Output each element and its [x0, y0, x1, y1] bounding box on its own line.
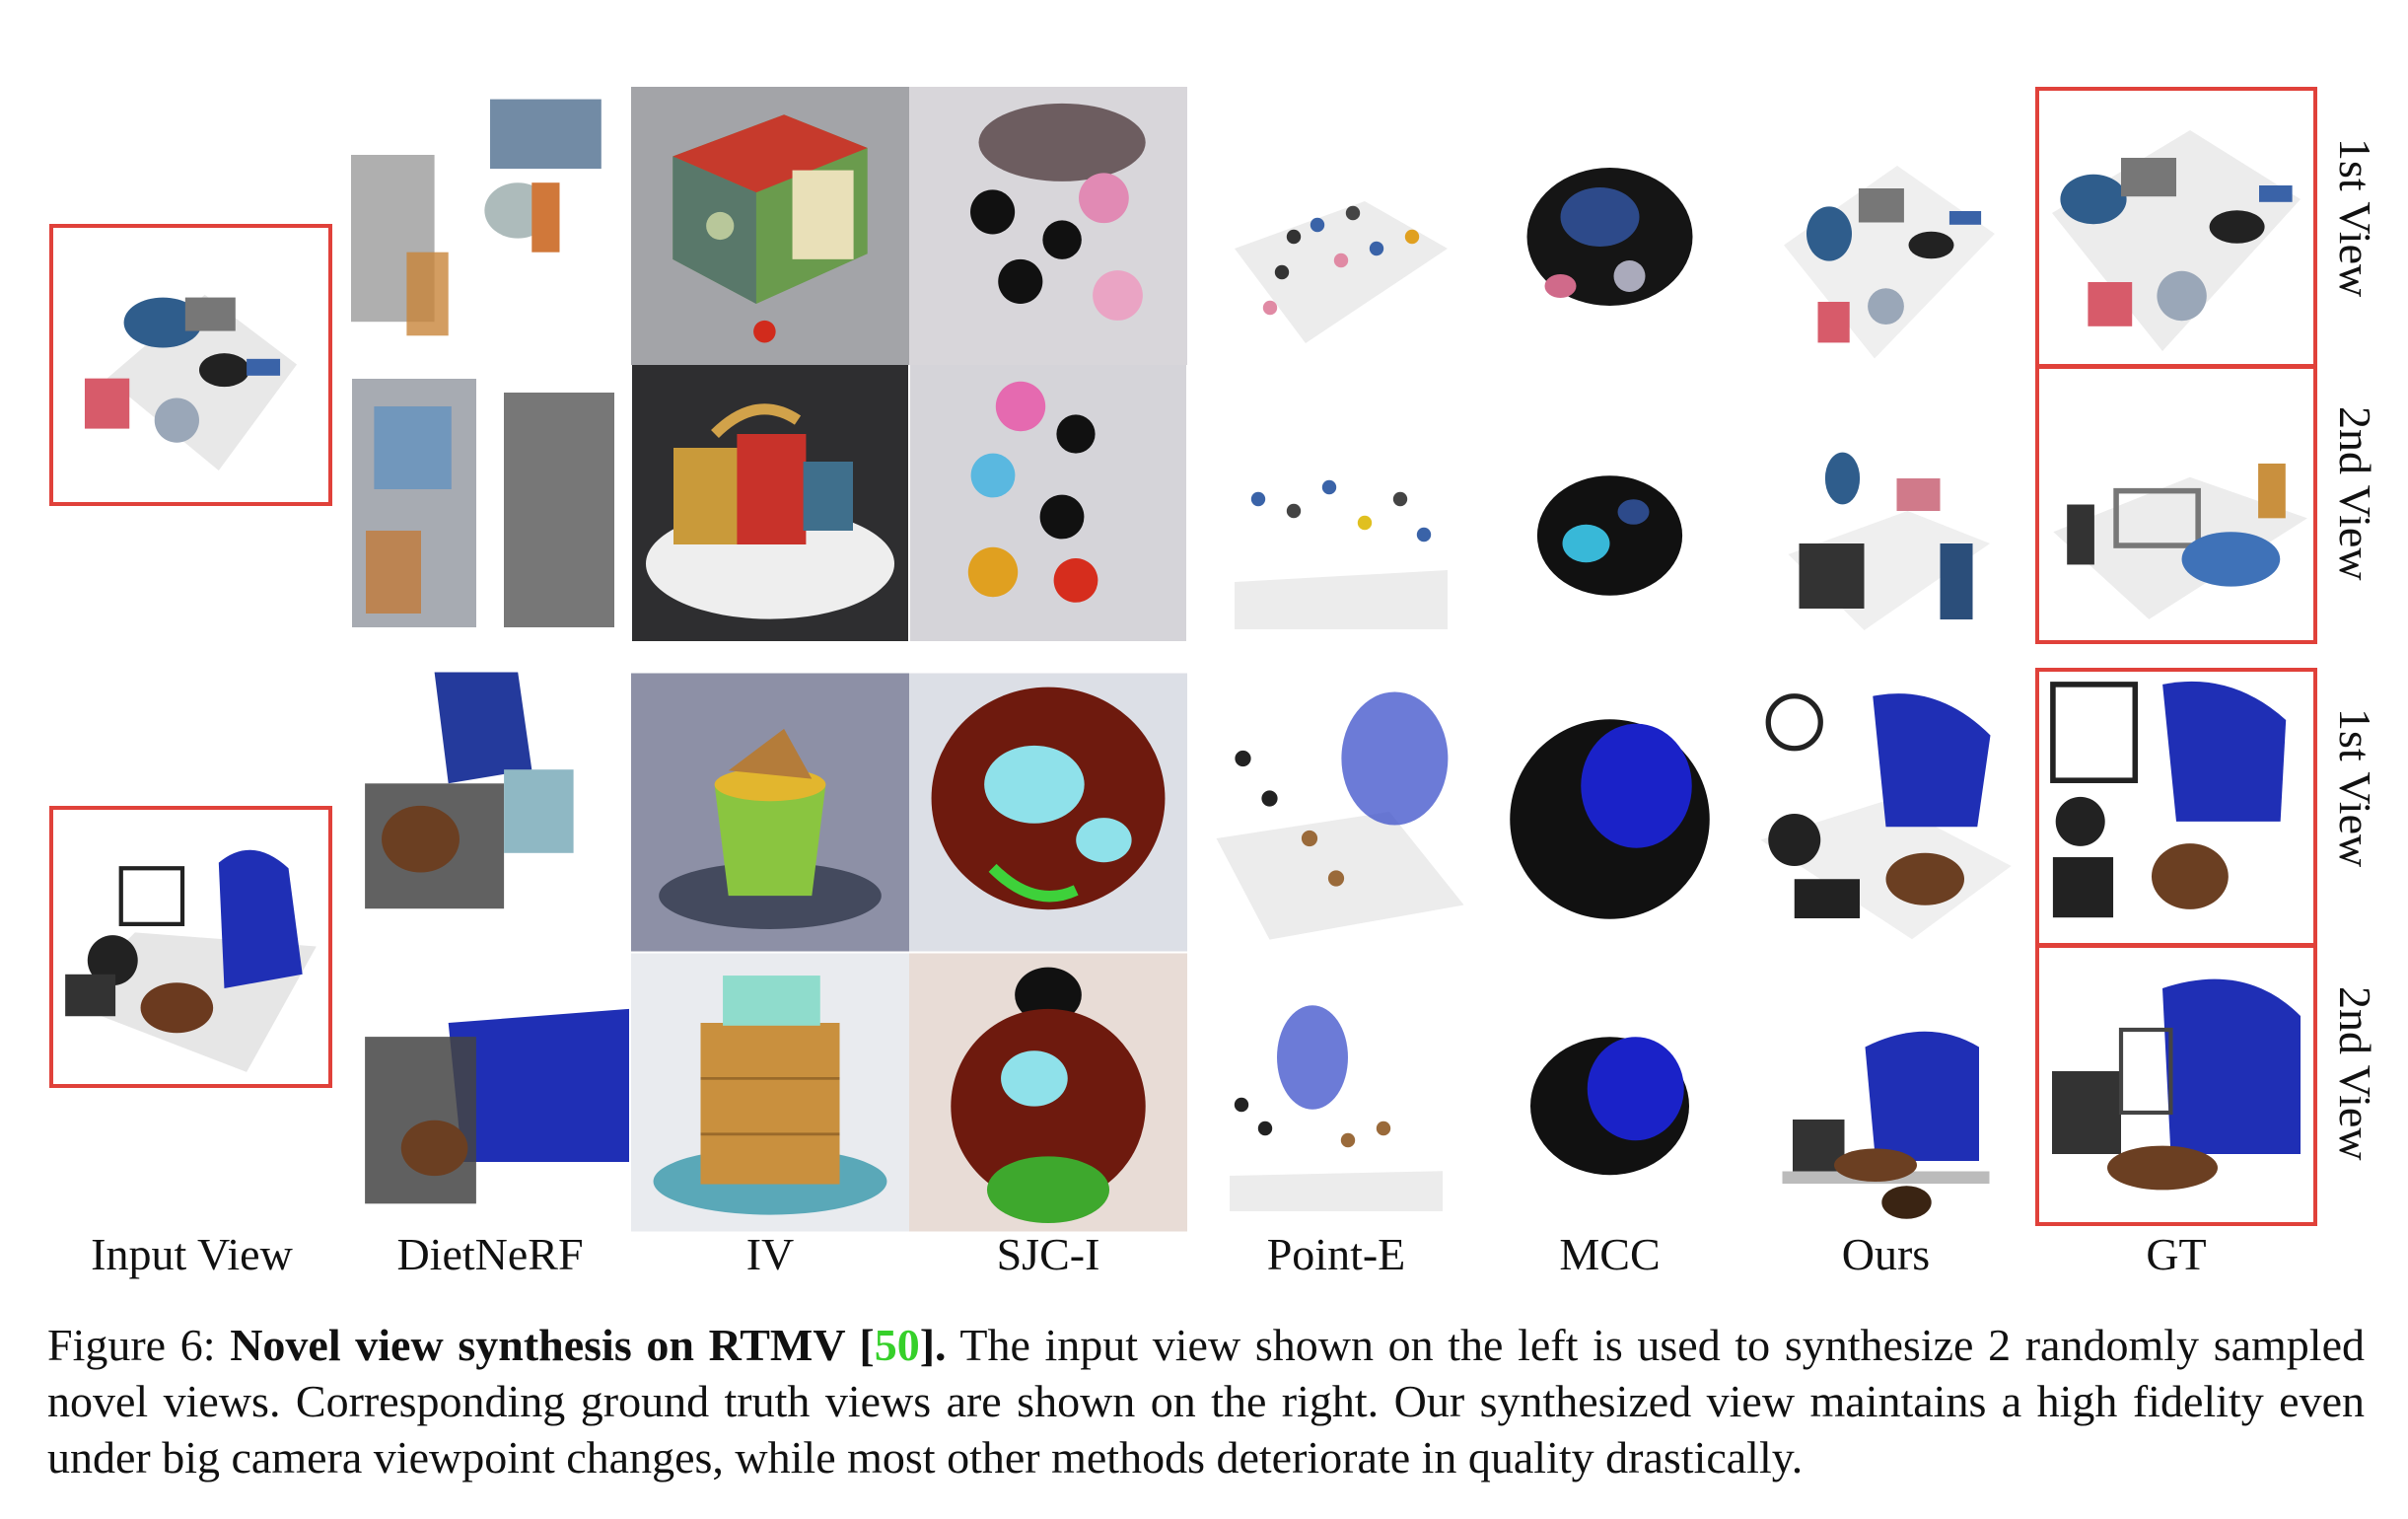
ours-top-2nd-view: [1755, 424, 2017, 641]
point-e-bottom-1st-view: [1198, 679, 1474, 945]
sjc-i-top-1st-view: [909, 87, 1187, 365]
column-label-mcc: MCC: [1559, 1229, 1661, 1279]
input-view-box-bottom: [49, 806, 332, 1088]
gt-box-top-2nd-view: [2035, 365, 2317, 644]
input-view-box-top: [49, 224, 332, 506]
iv-top-2nd-view: [631, 365, 909, 641]
ours-bottom-2nd-view: [1755, 1016, 2017, 1223]
column-label-gt: GT: [2146, 1229, 2207, 1279]
gt-box-bottom-2nd-view: [2035, 944, 2317, 1226]
figure: 1st View 2nd View 1st View 2nd View Inpu…: [49, 84, 2380, 1279]
point-e-top-1st-view: [1208, 118, 1474, 355]
sjc-i-top-2nd-view: [909, 365, 1187, 641]
ours-top-1st-view: [1755, 143, 2017, 370]
mcc-bottom-2nd-view: [1489, 1011, 1731, 1184]
view-label-top-1st: 1st View: [2330, 138, 2380, 298]
column-label-iv: IV: [745, 1229, 795, 1279]
mcc-top-2nd-view: [1489, 449, 1731, 607]
figure-caption: Figure 6: Novel view synthesis on RTMV […: [47, 1317, 2365, 1485]
view-label-bottom-2nd: 2nd View: [2330, 986, 2380, 1161]
column-label-input-view: Input View: [91, 1229, 293, 1279]
sjc-i-bottom-1st-view: [909, 673, 1187, 952]
caption-title: Novel view synthesis on RTMV [: [230, 1320, 875, 1370]
gt-top-1st-view: [2037, 89, 2315, 365]
dietnerf-bottom-1st-view: [351, 671, 629, 952]
mcc-top-1st-view: [1489, 148, 1731, 345]
iv-top-1st-view: [631, 87, 909, 365]
gt-box-bottom-1st-view: [2035, 668, 2317, 947]
caption-citation-link[interactable]: 50: [874, 1320, 920, 1370]
dietnerf-top-1st-view: [351, 84, 629, 365]
caption-title-end: ].: [919, 1320, 947, 1370]
ours-bottom-1st-view: [1755, 681, 2017, 947]
caption-body: The input view shown on the left is used…: [47, 1320, 2365, 1483]
column-label-sjc-i: SJC-I: [996, 1229, 1100, 1279]
caption-prefix: Figure 6:: [47, 1320, 231, 1370]
iv-bottom-1st-view: [631, 673, 909, 952]
gt-box-top-1st-view: [2035, 87, 2317, 368]
dietnerf-top-2nd-view: [351, 365, 629, 641]
input-view-image-top: [51, 225, 330, 504]
input-view-image-bottom: [51, 807, 330, 1086]
sjc-i-bottom-2nd-view: [909, 952, 1187, 1233]
mcc-bottom-1st-view: [1489, 708, 1731, 930]
view-label-bottom-1st: 1st View: [2330, 708, 2380, 868]
dietnerf-bottom-2nd-view: [351, 952, 629, 1233]
column-label-ours: Ours: [1841, 1229, 1931, 1279]
point-e-bottom-2nd-view: [1198, 986, 1474, 1223]
column-label-point-e: Point-E: [1266, 1229, 1406, 1279]
column-label-dietnerf: DietNeRF: [396, 1229, 584, 1279]
iv-bottom-2nd-view: [631, 952, 909, 1233]
view-label-top-2nd: 2nd View: [2330, 406, 2380, 581]
gt-top-2nd-view: [2037, 368, 2315, 641]
gt-bottom-2nd-view: [2037, 947, 2315, 1223]
gt-bottom-1st-view: [2037, 671, 2315, 945]
point-e-top-2nd-view: [1208, 404, 1474, 641]
